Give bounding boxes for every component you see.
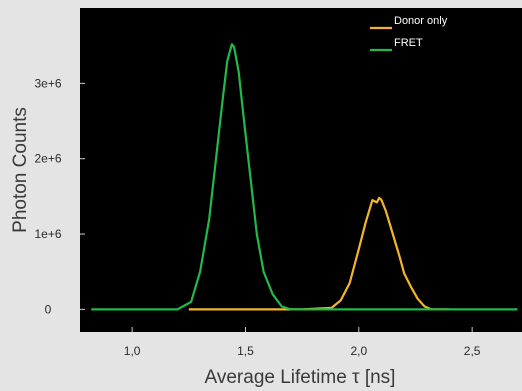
y-tick-label: 0 (45, 302, 52, 316)
y-tick-label: 2e+6 (34, 152, 61, 166)
x-tick-label: 1,5 (237, 344, 254, 358)
series-line-donor-only (188, 196, 450, 311)
x-tick-label: 2,5 (464, 344, 481, 358)
series-line-fret (91, 43, 518, 311)
y-axis-title: Photon Counts (10, 107, 31, 233)
x-axis-title: Average Lifetime τ [ns] (205, 367, 396, 388)
legend-label: FRET (394, 37, 423, 49)
y-tick-label: 3e+6 (34, 76, 61, 90)
legend-label: Donor only (394, 15, 448, 27)
x-tick-label: 1,0 (124, 344, 141, 358)
plot-background (80, 8, 522, 332)
y-tick-label: 1e+6 (34, 227, 61, 241)
x-tick-label: 2,0 (350, 344, 367, 358)
